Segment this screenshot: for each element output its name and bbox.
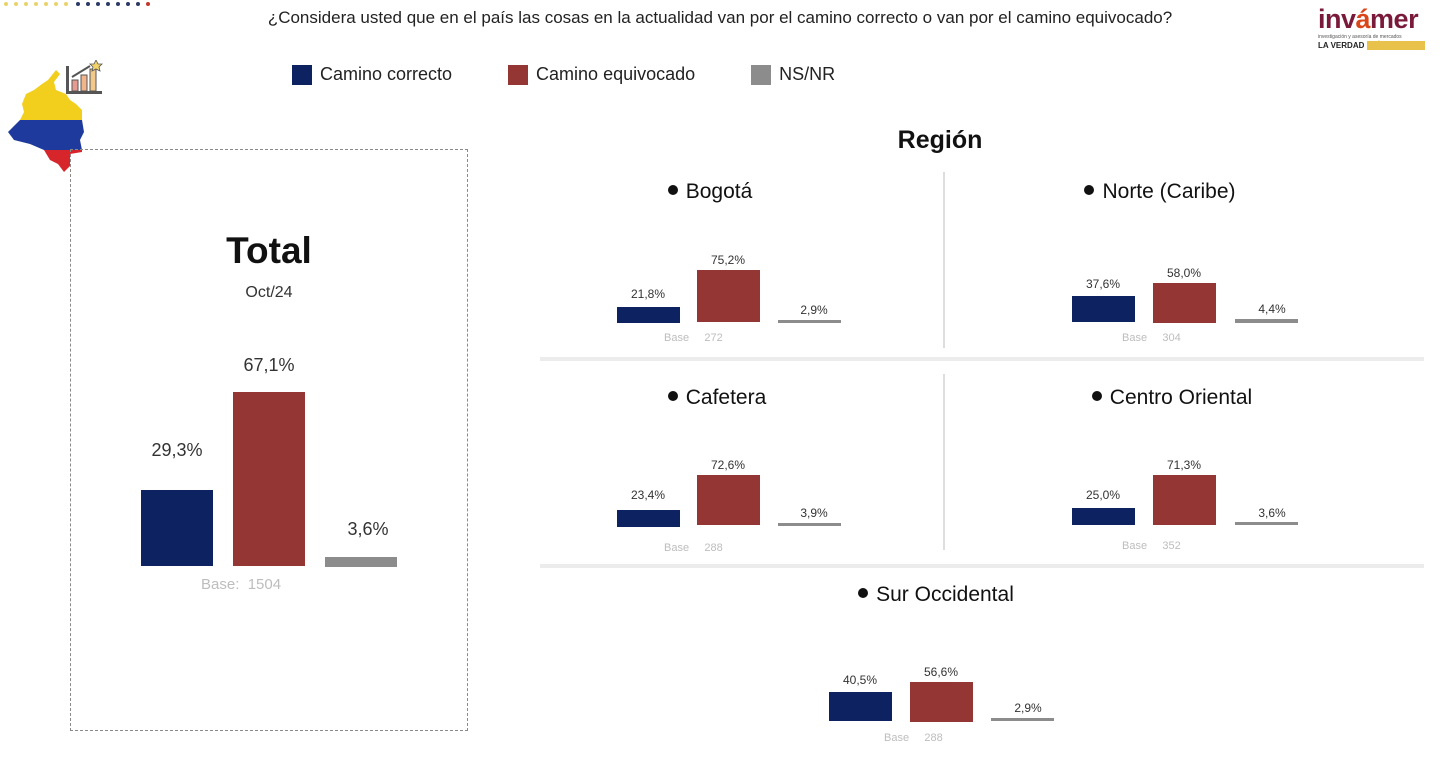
bar-total-correcto xyxy=(141,490,213,566)
base-label: Base: xyxy=(201,576,240,593)
bar-norte-correcto xyxy=(1072,296,1135,322)
legend-label: NS/NR xyxy=(779,64,836,84)
label-centro-equivocado: 71,3% xyxy=(1166,458,1202,472)
base-sur: Base 288 xyxy=(884,732,943,744)
base-label: Base xyxy=(1122,332,1148,344)
bar-cafetera-correcto xyxy=(617,510,680,527)
legend-item-correcto: Camino correcto xyxy=(292,64,452,85)
bar-sur-equivocado xyxy=(910,682,973,722)
label-centro-nsnr: 3,6% xyxy=(1258,506,1286,520)
divider-vertical-top xyxy=(943,172,945,348)
base-value: 1504 xyxy=(247,576,282,593)
logo-accent: á xyxy=(1355,4,1371,34)
bar-centro-correcto xyxy=(1072,508,1135,525)
logo-text: inv xyxy=(1318,4,1356,34)
label-centro-correcto: 25,0% xyxy=(1085,488,1121,502)
base-label: Base xyxy=(664,542,690,554)
survey-question: ¿Considera usted que en el país las cosa… xyxy=(267,8,1173,27)
invamer-logo: invámer investigación y asesoría de merc… xyxy=(1318,4,1438,60)
base-value: 288 xyxy=(924,732,943,744)
region-name-norte: Norte (Caribe) xyxy=(1010,180,1310,204)
bar-centro-equivocado xyxy=(1153,475,1216,525)
decorative-dots xyxy=(0,0,160,10)
logo-text-end: mer xyxy=(1370,4,1419,34)
label-total-correcto: 29,3% xyxy=(151,440,203,460)
bar-norte-nsnr xyxy=(1235,319,1298,323)
label-total-equivocado: 67,1% xyxy=(243,355,295,375)
label-norte-nsnr: 4,4% xyxy=(1258,302,1286,316)
region-title: Región xyxy=(897,126,983,154)
label-bogota-correcto: 21,8% xyxy=(630,287,666,301)
region-name-cafetera: Cafetera xyxy=(567,386,867,410)
base-label: Base xyxy=(1122,540,1148,552)
divider-horizontal-2 xyxy=(540,564,1424,568)
legend-label: Camino equivocado xyxy=(536,64,696,84)
logo-tagline: LA VERDAD MÁS GRANDE xyxy=(1318,41,1438,51)
base-cafetera: Base 288 xyxy=(664,542,723,554)
label-cafetera-correcto: 23,4% xyxy=(630,488,666,502)
region-label: Norte (Caribe) xyxy=(1102,180,1236,203)
label-bogota-equivocado: 75,2% xyxy=(710,253,746,267)
bar-bogota-equivocado xyxy=(697,270,760,322)
label-total-nsnr: 3,6% xyxy=(347,519,389,539)
bar-sur-correcto xyxy=(829,692,892,721)
bar-bogota-correcto xyxy=(617,307,680,323)
divider-horizontal-1 xyxy=(540,357,1424,361)
total-title: Total xyxy=(226,230,312,271)
label-cafetera-equivocado: 72,6% xyxy=(710,458,746,472)
bar-centro-nsnr xyxy=(1235,522,1298,525)
label-cafetera-nsnr: 3,9% xyxy=(800,506,828,520)
base-value: 352 xyxy=(1162,540,1181,552)
total-period: Oct/24 xyxy=(245,284,293,301)
bullet-icon xyxy=(1084,185,1095,196)
label-sur-equivocado: 56,6% xyxy=(923,665,959,679)
label-norte-correcto: 37,6% xyxy=(1085,277,1121,291)
bar-norte-equivocado xyxy=(1153,283,1216,323)
bar-sur-nsnr xyxy=(991,718,1054,721)
base-value: 304 xyxy=(1162,332,1181,344)
legend-swatch-correcto xyxy=(292,64,312,85)
bullet-icon xyxy=(1091,391,1102,402)
bar-total-equivocado xyxy=(233,392,305,566)
tagline-text: LA VERDAD xyxy=(1318,41,1365,50)
base-label: Base xyxy=(664,332,690,344)
base-norte: Base 304 xyxy=(1122,332,1181,344)
region-label: Centro Oriental xyxy=(1109,386,1253,409)
bar-cafetera-equivocado xyxy=(697,475,760,525)
base-value: 272 xyxy=(704,332,723,344)
region-label: Cafetera xyxy=(685,386,767,409)
legend-item-equivocado: Camino equivocado xyxy=(508,64,695,85)
tagline-highlight: MÁS GRANDE xyxy=(1366,41,1426,50)
total-panel: Total Oct/24 xyxy=(70,149,468,731)
bar-bogota-nsnr xyxy=(778,320,841,323)
label-sur-nsnr: 2,9% xyxy=(1014,701,1042,715)
bar-cafetera-nsnr xyxy=(778,523,841,526)
region-name-sur-occidental: Sur Occidental xyxy=(786,583,1086,607)
label-sur-correcto: 40,5% xyxy=(842,673,878,687)
region-label: Sur Occidental xyxy=(876,583,1014,606)
region-name-bogota: Bogotá xyxy=(560,180,860,204)
bullet-icon xyxy=(667,391,678,402)
bar-total-nsnr xyxy=(325,557,397,567)
base-bogota: Base 272 xyxy=(664,332,723,344)
bullet-icon xyxy=(858,588,869,599)
label-norte-equivocado: 58,0% xyxy=(1166,266,1202,280)
legend-item-nsnr: NS/NR xyxy=(751,64,835,85)
legend-label: Camino correcto xyxy=(320,64,453,84)
region-name-centro-oriental: Centro Oriental xyxy=(1022,386,1322,410)
base-value: 288 xyxy=(704,542,723,554)
colombia-map-icon xyxy=(8,60,103,172)
total-base: Base: 1504 xyxy=(201,576,281,593)
chart-legend: Camino correcto Camino equivocado NS/NR xyxy=(292,64,891,85)
divider-vertical-mid xyxy=(943,374,945,550)
label-bogota-nsnr: 2,9% xyxy=(800,303,828,317)
logo-subtitle: investigación y asesoría de mercados xyxy=(1318,34,1402,40)
bullet-icon xyxy=(667,185,678,196)
legend-swatch-equivocado xyxy=(508,64,529,85)
base-label: Base xyxy=(884,732,910,744)
base-centro: Base 352 xyxy=(1122,540,1181,552)
region-label: Bogotá xyxy=(685,180,753,203)
legend-swatch-nsnr xyxy=(751,64,772,85)
